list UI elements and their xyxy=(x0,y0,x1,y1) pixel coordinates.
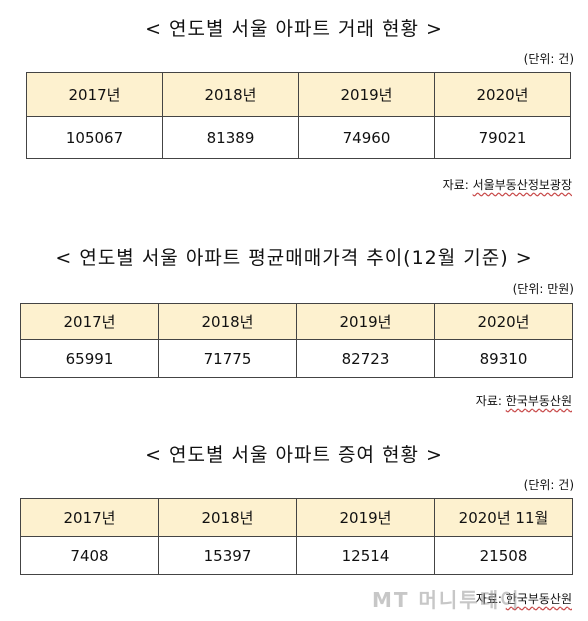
table1-header-2017: 2017년 xyxy=(26,72,163,117)
table3-value-2018: 15397 xyxy=(158,536,297,575)
table1-source-name: 서울부동산정보광장 xyxy=(472,178,572,192)
table1-header-2020: 2020년 xyxy=(434,72,571,117)
table2-header-2018: 2018년 xyxy=(158,303,297,340)
table3-source-name: 한국부동산원 xyxy=(505,592,572,606)
table2-header-2019: 2019년 xyxy=(296,303,435,340)
table1-header-row: 2017년 2018년 2019년 2020년 xyxy=(26,72,571,117)
table1-header-2019: 2019년 xyxy=(298,72,435,117)
table2-unit: (단위: 만원) xyxy=(512,282,574,296)
table1-value-2019: 74960 xyxy=(298,116,435,159)
table2-value-2017: 65991 xyxy=(20,339,159,378)
table2-value-2019: 82723 xyxy=(296,339,435,378)
table2-value-2018: 71775 xyxy=(158,339,297,378)
table2-source: 자료: 한국부동산원 xyxy=(475,394,572,408)
table3-unit: (단위: 건) xyxy=(523,478,574,492)
table1-value-2017: 105067 xyxy=(26,116,163,159)
table3: 2017년 2018년 2019년 2020년 11월 7408 15397 1… xyxy=(20,498,573,575)
table3-value-2019: 12514 xyxy=(296,536,435,575)
table1-value-2018: 81389 xyxy=(162,116,299,159)
table1-unit: (단위: 건) xyxy=(523,52,574,66)
table2-value-row: 65991 71775 82723 89310 xyxy=(20,339,573,378)
table2: 2017년 2018년 2019년 2020년 65991 71775 8272… xyxy=(20,303,573,378)
table2-source-name: 한국부동산원 xyxy=(505,394,572,408)
table1-source: 자료: 서울부동산정보광장 xyxy=(442,178,572,192)
table3-header-2020: 2020년 11월 xyxy=(434,498,573,537)
table3-value-2020: 21508 xyxy=(434,536,573,575)
table3-header-2018: 2018년 xyxy=(158,498,297,537)
table2-header-row: 2017년 2018년 2019년 2020년 xyxy=(20,303,573,340)
table3-header-row: 2017년 2018년 2019년 2020년 11월 xyxy=(20,498,573,537)
table3-title: < 연도별 서울 아파트 증여 현황 > xyxy=(145,444,443,466)
table1-value-row: 105067 81389 74960 79021 xyxy=(26,116,571,159)
table3-value-2017: 7408 xyxy=(20,536,159,575)
table2-title: < 연도별 서울 아파트 평균매매가격 추이(12월 기준) > xyxy=(55,247,533,269)
table1: 2017년 2018년 2019년 2020년 105067 81389 749… xyxy=(26,72,571,159)
table3-header-2019: 2019년 xyxy=(296,498,435,537)
table2-header-2017: 2017년 xyxy=(20,303,159,340)
table2-value-2020: 89310 xyxy=(434,339,573,378)
table3-header-2017: 2017년 xyxy=(20,498,159,537)
table1-header-2018: 2018년 xyxy=(162,72,299,117)
watermark-logo: MT 머니투데이 xyxy=(372,588,521,612)
table1-value-2020: 79021 xyxy=(434,116,571,159)
table2-header-2020: 2020년 xyxy=(434,303,573,340)
table3-value-row: 7408 15397 12514 21508 xyxy=(20,536,573,575)
table1-title: < 연도별 서울 아파트 거래 현황 > xyxy=(145,18,443,40)
table3-source: 자료: 한국부동산원 xyxy=(475,592,572,606)
